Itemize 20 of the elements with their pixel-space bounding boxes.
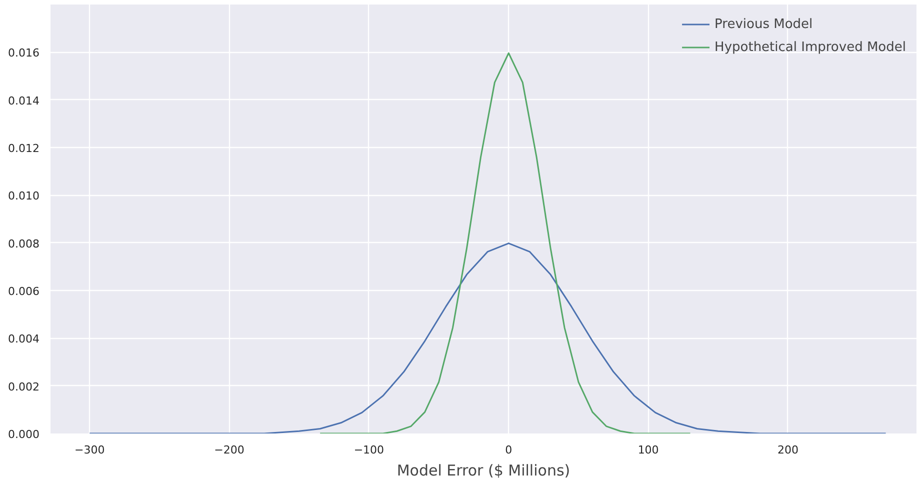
legend-label: Previous Model: [714, 16, 813, 32]
y-tick-label: 0.008: [8, 237, 40, 250]
x-tick-label: −300: [74, 444, 105, 456]
x-tick-label: −100: [354, 444, 384, 456]
legend-label: Hypothetical Improved Model: [714, 40, 906, 54]
y-tick-label: 0.012: [8, 142, 40, 155]
x-tick-label: 200: [778, 444, 798, 456]
x-tick-label: 100: [638, 444, 659, 456]
x-axis-title: Model Error ($ Millions): [396, 462, 570, 480]
line-series: [319, 52, 691, 434]
y-tick-label: 0.016: [8, 46, 40, 60]
y-tick-label: 0.014: [8, 94, 40, 108]
y-tick-label: 0.010: [8, 190, 40, 203]
x-tick-label: 0: [505, 444, 512, 456]
y-tick-label: 0.004: [8, 332, 40, 346]
y-tick-label: 0.002: [8, 380, 40, 394]
y-tick-label: 0.000: [8, 428, 40, 441]
y-tick-label: 0.006: [8, 285, 40, 298]
line-series: [88, 242, 887, 434]
x-tick-label: −200: [214, 444, 244, 456]
